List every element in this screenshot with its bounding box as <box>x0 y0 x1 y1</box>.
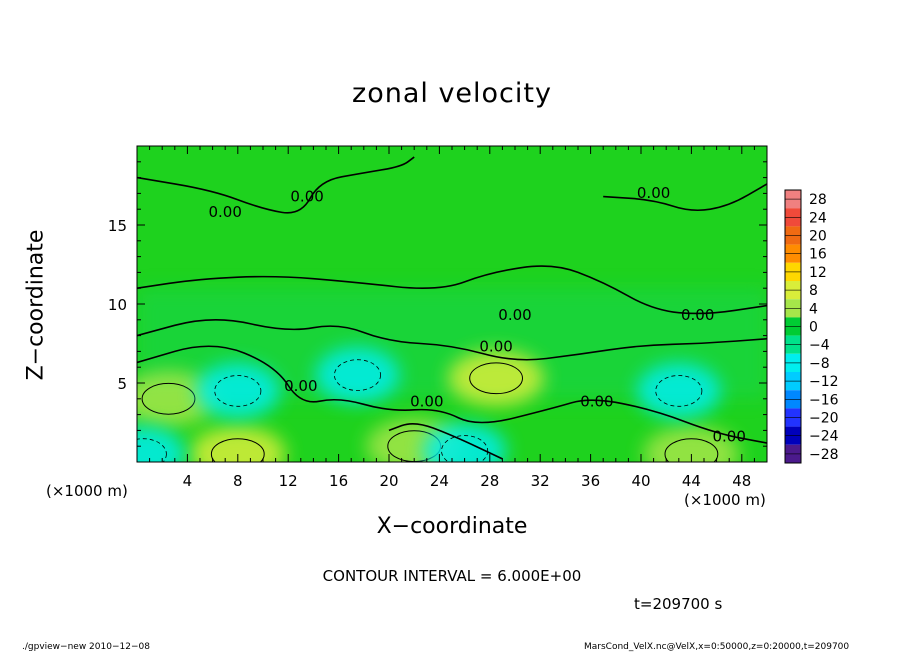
contour-line-7 <box>655 375 703 407</box>
colorbar-label: −4 <box>809 338 830 354</box>
contour-label-8: 0.00 <box>580 393 613 411</box>
zero-contour-5 <box>388 422 503 460</box>
contour-line-2 <box>210 438 265 462</box>
contour-label-6: 0.00 <box>284 377 317 395</box>
footer-left: ./gpview−new 2010−12−08 <box>22 642 150 652</box>
x-tick-label: 36 <box>581 472 600 490</box>
colorbar-label: −24 <box>809 429 839 445</box>
positive-region-0 <box>448 350 545 407</box>
zero-contour-1 <box>603 183 767 212</box>
footer-right: MarsCond_VelX.nc@VelX,x=0:50000,z=0:2000… <box>584 642 850 652</box>
colorbar-label: 28 <box>809 192 827 208</box>
colorbar-label: 20 <box>809 229 827 245</box>
x-tick-label: 40 <box>631 472 650 490</box>
contour-label-0: 0.00 <box>290 187 323 205</box>
colorbar-label: 12 <box>809 265 827 281</box>
x-tick-label: 4 <box>183 472 193 490</box>
x-tick-label: 24 <box>430 472 449 490</box>
contour-label-1: 0.00 <box>208 203 241 221</box>
y-tick-label: 15 <box>108 217 127 235</box>
x-tick-label: 20 <box>379 472 398 490</box>
positive-region-2 <box>189 426 286 462</box>
positive-region-3 <box>643 426 740 462</box>
x-tick-label: 8 <box>233 472 243 490</box>
contour-line-8 <box>137 438 167 462</box>
contour-label-9: 0.00 <box>712 427 745 445</box>
contour-line-1 <box>141 382 196 415</box>
colorbar-label: −28 <box>809 447 839 463</box>
colorbar-label: 4 <box>809 301 818 317</box>
colorbar-label: 0 <box>809 320 818 336</box>
contour-interval: CONTOUR INTERVAL = 6.000E+00 <box>322 567 582 585</box>
x-tick-label: 12 <box>279 472 298 490</box>
zero-contour-4 <box>137 345 767 444</box>
time-label: t=209700 s <box>634 595 723 613</box>
field-layer: 0.00 0.00 0.00 0.00 0.00 0.00 0.00 0.00 0.00 0.00 <box>137 146 767 462</box>
contour-label-3: 0.00 <box>498 306 531 324</box>
contour-label-7: 0.00 <box>410 393 443 411</box>
contour-line-5 <box>333 359 381 391</box>
x-tick-label: 16 <box>329 472 348 490</box>
colorbar-label: −20 <box>809 411 839 427</box>
x-unit-left: (×1000 m) <box>46 482 128 500</box>
x-tick-label: 32 <box>531 472 550 490</box>
x-tick-label: 48 <box>732 472 751 490</box>
zero-contour-3 <box>137 318 767 361</box>
negative-region-5 <box>315 347 400 404</box>
colorbar-label: −16 <box>809 392 839 408</box>
contour-label-5: 0.00 <box>479 337 512 355</box>
y-tick-label: 10 <box>108 296 127 314</box>
x-unit-right: (×1000 m) <box>684 491 766 509</box>
contour-line-6 <box>214 375 262 407</box>
colorbar-label: 8 <box>809 283 818 299</box>
colorbar-label: −12 <box>809 374 839 390</box>
zero-contour-2 <box>137 265 767 315</box>
contour-line-3 <box>664 438 719 462</box>
x-axis-label: X−coordinate <box>376 514 528 539</box>
zero-contour-0 <box>137 156 415 214</box>
contour-line-0 <box>469 362 524 395</box>
negative-region-9 <box>422 422 507 462</box>
negative-region-7 <box>636 362 721 419</box>
y-tick-label: 5 <box>117 375 127 393</box>
colorbar-label: 16 <box>809 247 827 263</box>
colorbar-label: −8 <box>809 356 830 372</box>
chart-title: zonal velocity <box>352 78 552 109</box>
colorbar-label: 24 <box>809 210 827 226</box>
negative-region-6 <box>195 362 280 419</box>
negative-region-8 <box>137 426 186 462</box>
x-tick-label: 44 <box>682 472 701 490</box>
contour-line-9 <box>441 435 489 462</box>
x-tick-label: 28 <box>480 472 499 490</box>
contour-label-2: 0.00 <box>637 184 670 202</box>
colorbar-frame <box>784 189 802 464</box>
contour-label-4: 0.00 <box>681 306 714 324</box>
